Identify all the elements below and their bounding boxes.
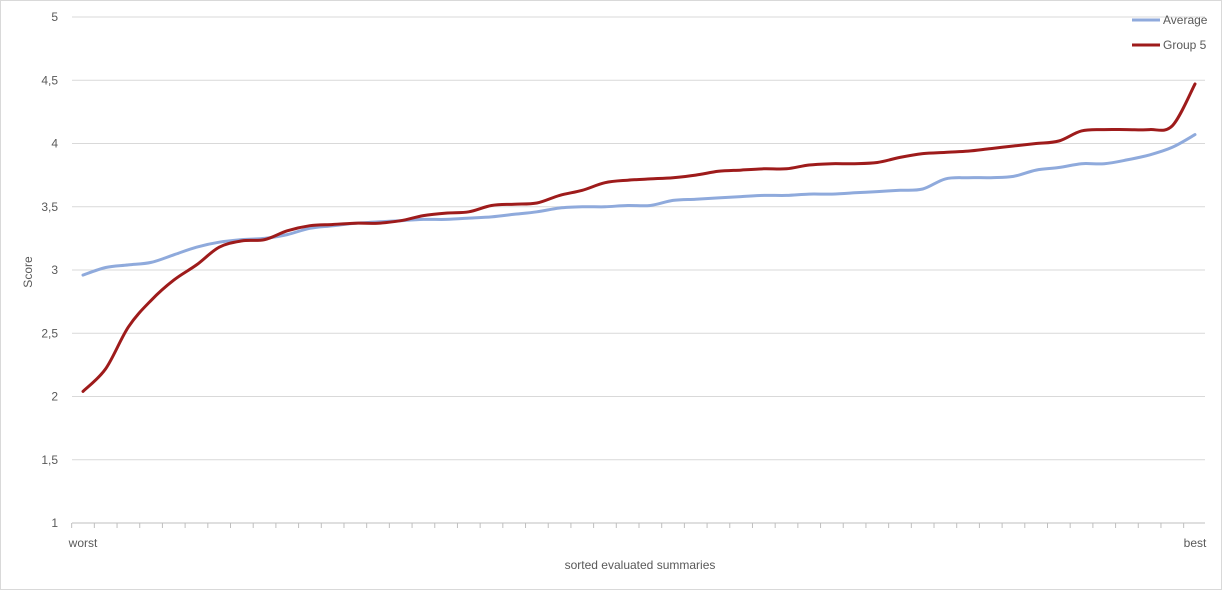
y-tick-label: 2,5 (41, 326, 58, 340)
y-tick-label: 3,5 (41, 200, 58, 214)
x-tick-label-worst: worst (68, 536, 98, 550)
series-lines (81, 82, 1197, 393)
legend-label-group5: Group 5 (1163, 38, 1207, 52)
y-tick-label: 1,5 (41, 453, 58, 467)
x-axis (71, 522, 1205, 528)
legend-label-average: Average (1163, 13, 1208, 27)
y-tick-label: 3 (51, 263, 58, 277)
y-tick-label: 4 (51, 137, 58, 151)
x-axis-title: sorted evaluated summaries (565, 558, 716, 572)
y-tick-label: 2 (51, 390, 58, 404)
y-axis-ticks: 1 1,5 2 2,5 3 3,5 4 4,5 5 (41, 10, 58, 530)
gridlines (72, 16, 1205, 524)
x-tick-label-best: best (1184, 536, 1207, 550)
series-line-group5 (81, 82, 1197, 393)
legend: Average Group 5 (1132, 13, 1208, 52)
series-line-average (81, 133, 1197, 277)
y-tick-label: 1 (51, 516, 58, 530)
y-tick-label: 5 (51, 10, 58, 24)
y-axis-title: Score (21, 256, 35, 288)
y-tick-label: 4,5 (41, 73, 58, 87)
